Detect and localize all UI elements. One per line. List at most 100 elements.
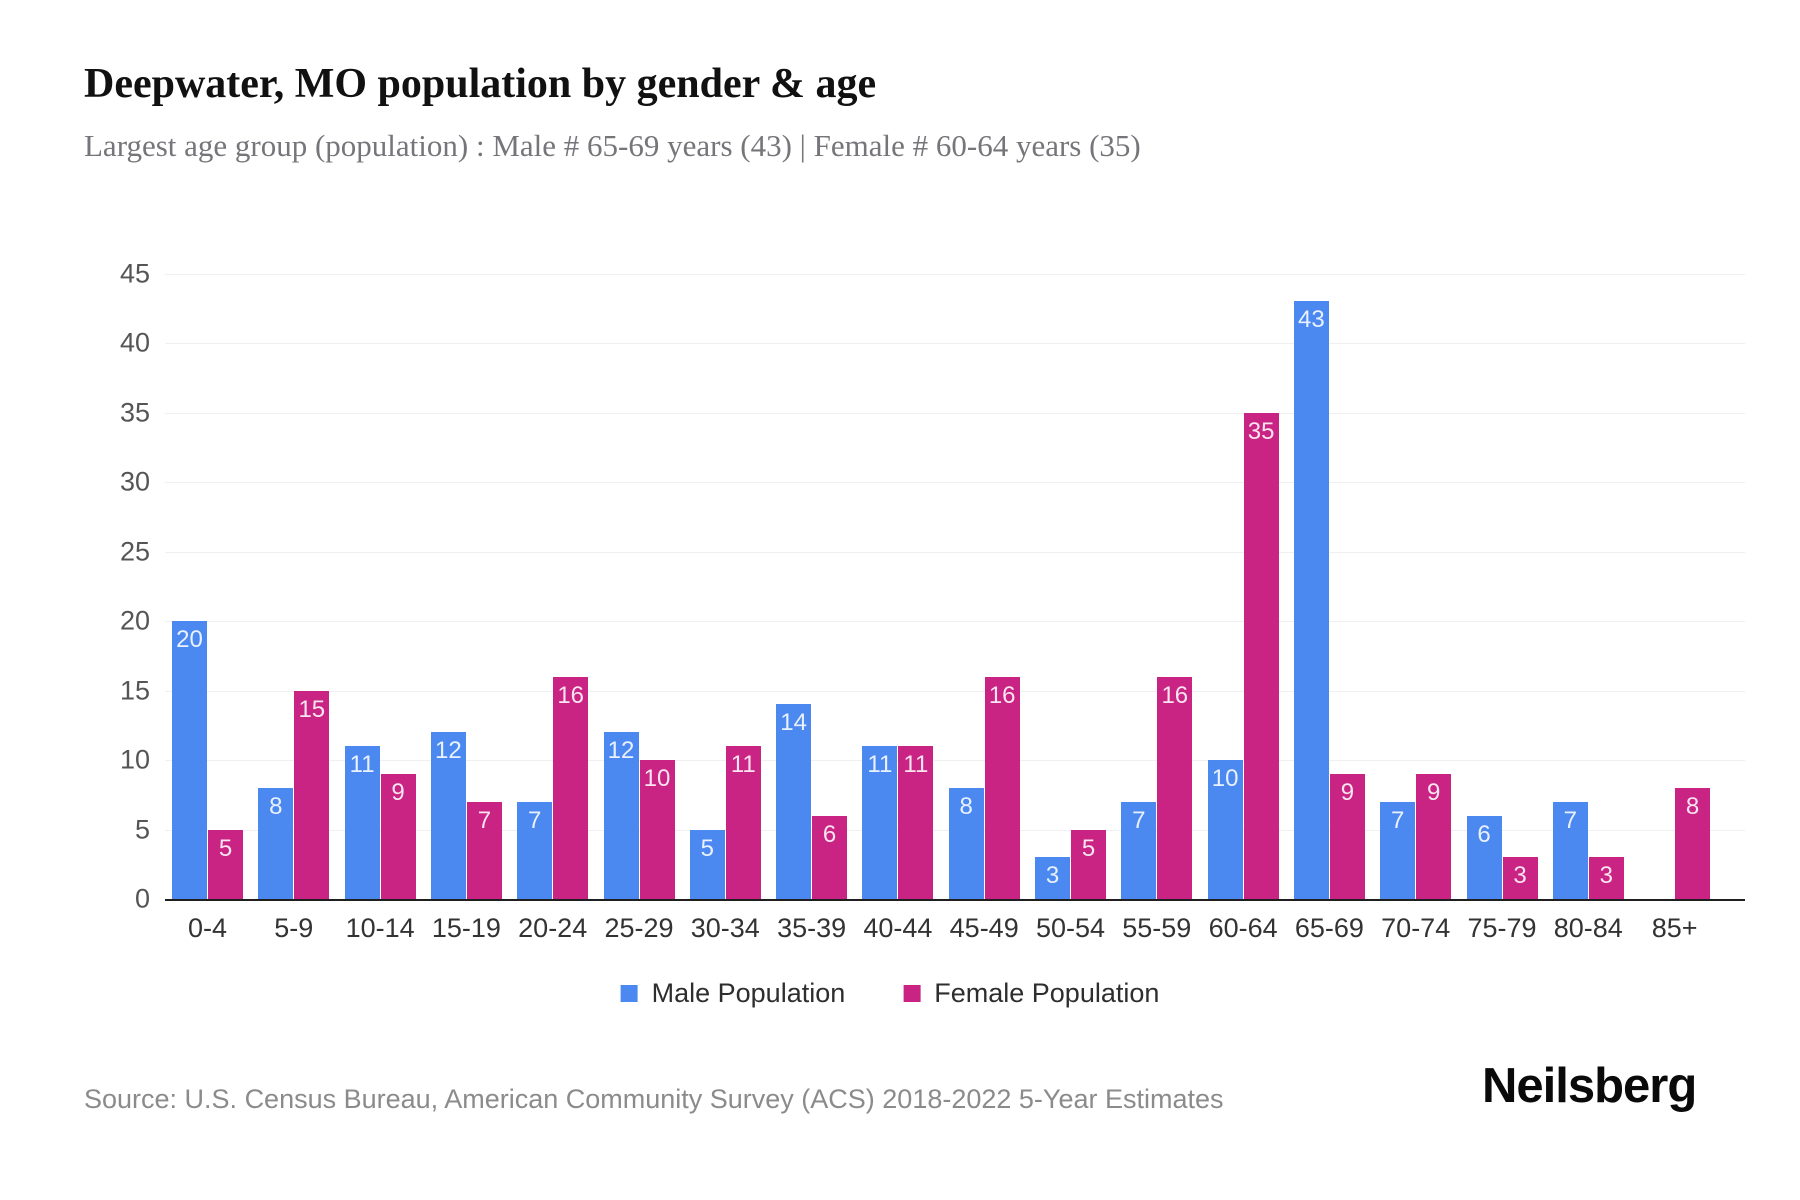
x-axis-tick-label: 60-64 bbox=[1208, 913, 1278, 943]
bar-male-70-74[interactable]: 7 bbox=[1380, 801, 1416, 899]
y-axis-tick-label: 35 bbox=[119, 397, 150, 427]
bar-female-80-84[interactable]: 3 bbox=[1588, 857, 1624, 899]
bar-female-45-49[interactable]: 16 bbox=[984, 676, 1020, 899]
bar-female-70-74[interactable]: 9 bbox=[1416, 773, 1452, 899]
bar-male-0-4[interactable]: 20 bbox=[172, 621, 207, 899]
y-axis-tick-label: 30 bbox=[119, 466, 150, 497]
bar-male-60-64[interactable]: 10 bbox=[1207, 760, 1243, 899]
y-axis-tick-label: 15 bbox=[119, 675, 150, 705]
bar-female-15-19[interactable]: 7 bbox=[466, 801, 502, 899]
chart-legend: Male Population Female Population bbox=[620, 978, 1159, 1009]
x-axis-tick-label: 70-74 bbox=[1381, 913, 1451, 943]
x-axis-tick-label: 15-19 bbox=[431, 913, 501, 943]
bar-female-10-14[interactable]: 9 bbox=[380, 773, 416, 899]
bar-value-label: 20 bbox=[176, 626, 203, 653]
bar-value-label: 7 bbox=[1391, 806, 1405, 834]
bar-value-label: 5 bbox=[700, 834, 714, 862]
bar-male-75-79[interactable]: 6 bbox=[1466, 815, 1502, 899]
bar-value-label: 7 bbox=[528, 806, 542, 834]
x-axis-tick-label: 45-49 bbox=[949, 913, 1019, 943]
legend-swatch-male bbox=[620, 985, 638, 1002]
bar-male-30-34[interactable]: 5 bbox=[689, 829, 725, 899]
bar-value-label: 35 bbox=[1247, 417, 1275, 445]
gridline bbox=[165, 551, 1745, 553]
gridline bbox=[165, 760, 1745, 761]
x-axis-tick-label: 10-14 bbox=[345, 913, 415, 943]
bar-value-label: 16 bbox=[988, 681, 1016, 709]
bar-value-label: 11 bbox=[867, 751, 893, 779]
bar-value-label: 10 bbox=[1211, 765, 1239, 792]
gridline bbox=[165, 343, 1745, 344]
bar-female-20-24[interactable]: 16 bbox=[553, 676, 589, 899]
legend-item-male[interactable]: Male Population bbox=[620, 978, 845, 1009]
bar-value-label: 11 bbox=[903, 751, 929, 779]
bar-value-label: 9 bbox=[1427, 778, 1441, 806]
bar-male-45-49[interactable]: 8 bbox=[948, 787, 984, 899]
bar-female-60-64[interactable]: 35 bbox=[1243, 412, 1279, 899]
bar-female-5-9[interactable]: 15 bbox=[294, 690, 330, 899]
x-axis-tick-label: 80-84 bbox=[1553, 913, 1623, 943]
bar-value-label: 43 bbox=[1298, 306, 1325, 334]
bar-value-label: 12 bbox=[435, 737, 462, 765]
gridline bbox=[165, 273, 1745, 275]
bar-male-55-59[interactable]: 7 bbox=[1121, 801, 1157, 899]
gridline bbox=[165, 482, 1745, 483]
x-axis-tick-label: 25-29 bbox=[604, 913, 674, 943]
bar-value-label: 7 bbox=[1563, 806, 1577, 834]
gridline bbox=[165, 690, 1745, 692]
x-axis-tick-label: 65-69 bbox=[1294, 913, 1364, 943]
bar-female-0-4[interactable]: 5 bbox=[208, 829, 243, 899]
bar-value-label: 6 bbox=[1477, 820, 1491, 848]
bar-female-40-44[interactable]: 11 bbox=[898, 746, 934, 899]
bar-value-label: 10 bbox=[643, 765, 671, 792]
bar-value-label: 7 bbox=[1132, 806, 1146, 834]
bar-male-15-19[interactable]: 12 bbox=[430, 732, 466, 899]
bar-male-20-24[interactable]: 7 bbox=[517, 801, 553, 899]
bar-value-label: 15 bbox=[298, 695, 326, 723]
x-axis-tick-label: 30-34 bbox=[690, 913, 760, 943]
bar-value-label: 6 bbox=[822, 820, 837, 848]
bar-female-85+[interactable]: 8 bbox=[1675, 787, 1711, 899]
x-axis-tick-label: 20-24 bbox=[518, 913, 588, 943]
bar-male-25-29[interactable]: 12 bbox=[603, 732, 639, 899]
bar-female-25-29[interactable]: 10 bbox=[639, 760, 675, 899]
bar-value-label: 3 bbox=[1513, 862, 1527, 890]
y-axis-tick-label: 10 bbox=[119, 744, 150, 775]
bar-male-35-39[interactable]: 14 bbox=[776, 704, 812, 899]
bar-value-label: 8 bbox=[959, 792, 973, 820]
bar-male-50-54[interactable]: 3 bbox=[1035, 857, 1070, 899]
bar-male-65-69[interactable]: 43 bbox=[1293, 301, 1329, 899]
bar-value-label: 16 bbox=[1161, 681, 1189, 709]
bar-value-label: 14 bbox=[780, 709, 807, 737]
bar-male-10-14[interactable]: 11 bbox=[344, 746, 380, 899]
bar-value-label: 11 bbox=[730, 751, 756, 779]
bar-value-label: 5 bbox=[1081, 834, 1096, 862]
x-axis-tick-label: 55-59 bbox=[1122, 913, 1192, 943]
bar-male-40-44[interactable]: 11 bbox=[862, 746, 898, 899]
x-axis-line bbox=[165, 899, 1745, 901]
x-axis-tick-label: 0-4 bbox=[187, 913, 228, 943]
bar-value-label: 3 bbox=[1599, 862, 1613, 890]
bar-female-75-79[interactable]: 3 bbox=[1502, 857, 1538, 899]
bar-female-55-59[interactable]: 16 bbox=[1157, 676, 1193, 899]
legend-item-female[interactable]: Female Population bbox=[903, 978, 1159, 1009]
x-axis-tick-label: 75-79 bbox=[1467, 913, 1537, 943]
bar-female-65-69[interactable]: 9 bbox=[1329, 773, 1365, 899]
bar-female-30-34[interactable]: 11 bbox=[725, 746, 761, 899]
gridline bbox=[165, 621, 1745, 622]
bar-value-label: 16 bbox=[557, 681, 585, 709]
bar-male-80-84[interactable]: 7 bbox=[1552, 801, 1588, 899]
y-axis-tick-label: 25 bbox=[119, 536, 150, 566]
bar-value-label: 9 bbox=[1340, 778, 1355, 806]
y-axis-tick-label: 40 bbox=[119, 327, 150, 358]
bar-female-35-39[interactable]: 6 bbox=[812, 815, 848, 899]
y-axis-tick-label: 5 bbox=[134, 814, 150, 844]
bar-male-5-9[interactable]: 8 bbox=[258, 787, 294, 899]
x-axis-tick-label: 85+ bbox=[1651, 913, 1698, 943]
y-axis-tick-label: 0 bbox=[134, 883, 150, 914]
bar-female-50-54[interactable]: 5 bbox=[1071, 829, 1106, 899]
chart-title: Deepwater, MO population by gender & age bbox=[84, 61, 877, 107]
legend-label: Female Population bbox=[934, 978, 1160, 1008]
